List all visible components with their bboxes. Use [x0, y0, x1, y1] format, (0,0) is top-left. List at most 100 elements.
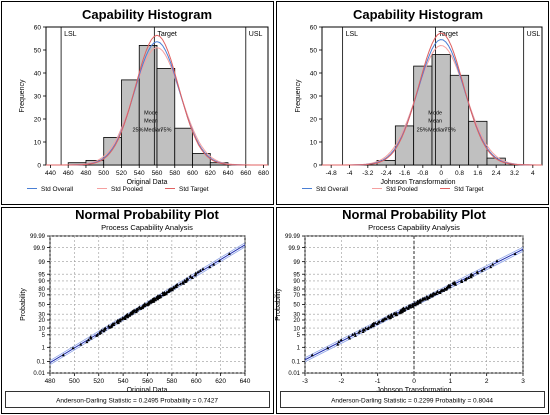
data-point: [85, 340, 89, 344]
data-point: [156, 294, 160, 297]
data-point: [351, 333, 355, 336]
chart-title: Normal Probability Plot: [75, 207, 219, 222]
annotation-mode: Mode: [428, 110, 442, 116]
spec-label: LSL: [346, 31, 359, 38]
x-tick-label: -2: [338, 378, 344, 385]
y-tick-label: 5: [297, 333, 301, 339]
y-tick-label: 40: [310, 71, 318, 78]
y-tick-label: 50: [38, 303, 45, 309]
chart-subtitle: Process Capability Analysis: [101, 223, 193, 232]
x-tick-label: 560: [142, 378, 153, 385]
data-point: [429, 293, 432, 296]
data-point: [453, 280, 457, 284]
spec-label: USL: [249, 31, 263, 38]
histogram-bar: [174, 127, 193, 166]
spec-label: Target: [157, 31, 177, 38]
data-point: [489, 265, 493, 269]
x-tick-label: 640: [240, 378, 251, 385]
data-point: [413, 301, 417, 305]
x-tick-label: -4: [347, 170, 353, 177]
spec-label: LSL: [64, 31, 77, 38]
x-tick-label: -0.8: [417, 170, 429, 177]
y-tick-label: 0.01: [33, 371, 45, 377]
data-point: [436, 289, 440, 293]
x-tick-label: -4.8: [326, 170, 338, 177]
x-tick-label: -3: [302, 378, 308, 385]
y-tick-label: 50: [310, 48, 318, 55]
data-point: [169, 286, 173, 290]
x-tick-label: 440: [45, 170, 56, 177]
y-tick-label: 80: [38, 287, 45, 293]
data-point: [103, 326, 107, 330]
annotation-q3: 75%: [160, 128, 171, 134]
data-point: [469, 272, 473, 276]
y-axis-label: Frequency: [19, 79, 26, 113]
data-point: [227, 252, 231, 255]
data-point: [366, 326, 370, 329]
x-tick-label: 2: [485, 378, 489, 385]
y-axis-label: Frequency: [295, 79, 302, 113]
x-tick-label: -3.2: [362, 170, 374, 177]
confidence-band-upper: [49, 242, 246, 362]
legend-entry: Std Pooled: [111, 186, 143, 193]
statistic-text: Anderson-Darling Statistic = 0.2299 Prob…: [331, 398, 493, 405]
legend-entry: Std Overall: [41, 186, 74, 193]
y-tick-label: 0.1: [37, 360, 46, 366]
annotation-mode: Mode: [144, 110, 158, 116]
data-point: [167, 287, 171, 291]
data-point: [357, 331, 361, 334]
x-tick-label: 520: [116, 170, 127, 177]
data-point: [135, 307, 139, 311]
data-point: [79, 342, 83, 346]
x-tick-label: 1: [449, 378, 453, 385]
data-point: [361, 327, 365, 331]
data-point: [423, 296, 427, 300]
data-point: [201, 267, 205, 271]
y-tick-label: 1: [297, 346, 301, 352]
x-tick-label: 0.8: [455, 170, 464, 177]
data-point: [143, 302, 147, 305]
data-point: [440, 288, 444, 292]
data-point: [102, 329, 106, 333]
chart-subtitle: Process Capability Analysis: [368, 223, 460, 232]
data-point: [482, 267, 486, 271]
x-tick-label: 600: [191, 378, 202, 385]
data-point: [408, 303, 412, 307]
data-point: [158, 293, 162, 297]
spec-label: Target: [438, 31, 458, 38]
data-point: [175, 282, 179, 286]
y-tick-label: 5: [42, 333, 46, 339]
y-tick-label: 10: [310, 140, 318, 147]
x-tick-label: 520: [93, 378, 104, 385]
y-tick-label: 50: [293, 303, 300, 309]
y-tick-label: 0: [37, 163, 41, 170]
x-tick-label: 620: [215, 378, 226, 385]
x-tick-label: 540: [118, 378, 129, 385]
annotation-q1: 25%: [417, 128, 428, 134]
data-point: [89, 335, 93, 339]
data-point: [181, 280, 185, 284]
data-point: [148, 299, 152, 303]
legend-entry: Std Overall: [316, 186, 349, 193]
y-tick-label: 20: [293, 318, 300, 324]
data-point: [464, 277, 468, 280]
y-tick-label: 99.99: [30, 234, 46, 240]
data-point: [208, 265, 212, 269]
x-tick-label: 3: [521, 378, 525, 385]
y-tick-label: 10: [293, 326, 300, 332]
data-point: [172, 285, 176, 289]
y-tick-label: 30: [38, 312, 45, 318]
x-tick-label: 1.6: [473, 170, 482, 177]
data-point: [513, 252, 517, 255]
data-point: [196, 270, 200, 274]
data-point: [411, 304, 415, 308]
x-tick-label: 500: [69, 378, 80, 385]
data-point: [178, 282, 182, 286]
data-point: [163, 290, 167, 294]
y-tick-label: 80: [293, 287, 300, 293]
data-point: [353, 334, 357, 337]
y-tick-label: 95: [293, 272, 300, 278]
x-tick-label: 460: [63, 170, 74, 177]
data-point: [389, 312, 393, 316]
